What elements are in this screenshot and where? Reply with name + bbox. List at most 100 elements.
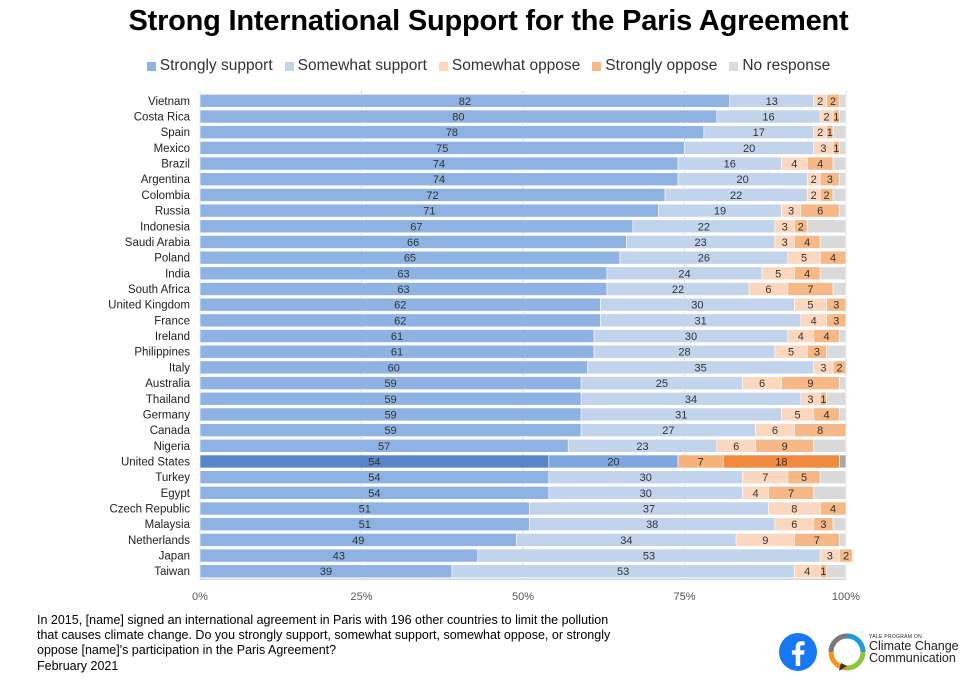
bar-segment [832, 360, 847, 375]
data-label: 2 [817, 96, 823, 108]
data-label: 82 [459, 96, 471, 108]
data-label: 3 [782, 237, 788, 249]
category-label: Brazil [161, 159, 190, 171]
bar-segment [826, 391, 847, 406]
data-label: 6 [817, 206, 823, 218]
data-label: 4 [752, 488, 758, 500]
category-label: Czech Republic [109, 504, 190, 516]
data-label: 23 [636, 441, 648, 453]
ycc-wordmark: YALE PROGRAM ON Climate Change Communica… [869, 634, 977, 664]
bar-segment [819, 235, 847, 249]
ycc-line-2: Communication [869, 651, 956, 665]
data-label: 78 [446, 127, 458, 139]
x-tick-label: 25% [350, 591, 372, 603]
data-label: 35 [695, 362, 707, 374]
bar-segment [819, 250, 847, 265]
facebook-icon[interactable] [778, 632, 818, 672]
data-label: 22 [672, 284, 684, 296]
bar-segment [832, 156, 847, 171]
category-label: Vietnam [148, 96, 190, 108]
data-label: 37 [643, 504, 655, 516]
data-label: 4 [804, 268, 810, 280]
data-label: 2 [830, 96, 836, 108]
data-label: 2 [824, 190, 830, 202]
bar-segment [826, 564, 847, 579]
data-label: 74 [433, 174, 445, 186]
bar-segment [819, 266, 847, 281]
category-label: United Kingdom [108, 300, 190, 312]
bar-segment [819, 470, 847, 484]
bar-segment [826, 313, 847, 328]
data-label: 5 [801, 253, 807, 265]
data-label: 6 [765, 284, 771, 296]
ycc-line-1: Climate Change [869, 639, 959, 653]
data-label: 3 [833, 315, 839, 327]
bar-segment [839, 454, 847, 469]
category-label: Russia [155, 206, 191, 218]
category-label: Indonesia [140, 221, 190, 233]
category-label: Ireland [155, 331, 190, 343]
data-label: 28 [678, 347, 690, 359]
bar-segment [819, 501, 847, 516]
category-label: United States [121, 456, 190, 468]
data-label: 7 [762, 472, 768, 484]
category-label: Colombia [141, 190, 190, 202]
data-label: 2 [824, 112, 830, 124]
data-label: 2 [843, 551, 849, 563]
data-label: 1 [833, 112, 839, 124]
data-label: 16 [762, 112, 774, 124]
footnote-line: oppose [name]'s participation in the Par… [37, 643, 337, 658]
data-label: 19 [714, 206, 726, 218]
data-label: 4 [824, 331, 830, 343]
data-label: 2 [817, 127, 823, 139]
data-label: 62 [394, 300, 406, 312]
legend-swatch [592, 61, 602, 71]
data-label: 72 [426, 190, 438, 202]
data-label: 9 [762, 535, 768, 547]
category-label: Spain [161, 127, 190, 139]
data-label: 61 [391, 331, 403, 343]
data-label: 3 [820, 143, 826, 155]
legend-label: Strongly oppose [605, 57, 718, 74]
data-label: 67 [410, 221, 422, 233]
data-label: 31 [695, 315, 707, 327]
data-label: 8 [817, 425, 823, 437]
bar-segment [839, 203, 847, 218]
bar-segment [839, 533, 847, 547]
data-label: 6 [791, 519, 797, 531]
data-label: 59 [384, 409, 396, 421]
data-label: 49 [352, 535, 364, 547]
data-label: 71 [423, 206, 435, 218]
data-label: 51 [359, 519, 371, 531]
legend-item: No response [729, 57, 830, 75]
data-label: 62 [394, 315, 406, 327]
category-label: Canada [150, 425, 191, 437]
data-label: 80 [452, 112, 464, 124]
data-label: 3 [807, 394, 813, 406]
data-label: 4 [830, 504, 836, 516]
data-label: 9 [782, 441, 788, 453]
data-label: 31 [675, 409, 687, 421]
legend-label: Somewhat oppose [451, 57, 581, 74]
data-label: 4 [791, 159, 797, 171]
bar-segment [813, 438, 847, 453]
data-label: 2 [836, 362, 842, 374]
data-label: 66 [407, 237, 419, 249]
data-label: 4 [830, 253, 836, 265]
bar-segment [832, 125, 847, 139]
x-tick-label: 75% [673, 591, 695, 603]
data-label: 7 [788, 488, 794, 500]
category-label: South Africa [128, 284, 191, 296]
data-label: 22 [730, 190, 742, 202]
data-label: 1 [820, 566, 826, 578]
data-label: 26 [698, 253, 710, 265]
data-label: 53 [617, 566, 629, 578]
category-label: Philippines [134, 347, 190, 359]
survey-date: February 2021 [37, 658, 119, 673]
data-label: 63 [397, 268, 409, 280]
bar-segment [839, 94, 847, 108]
data-label: 5 [775, 268, 781, 280]
data-label: 3 [827, 174, 833, 186]
legend-swatch [729, 61, 739, 71]
